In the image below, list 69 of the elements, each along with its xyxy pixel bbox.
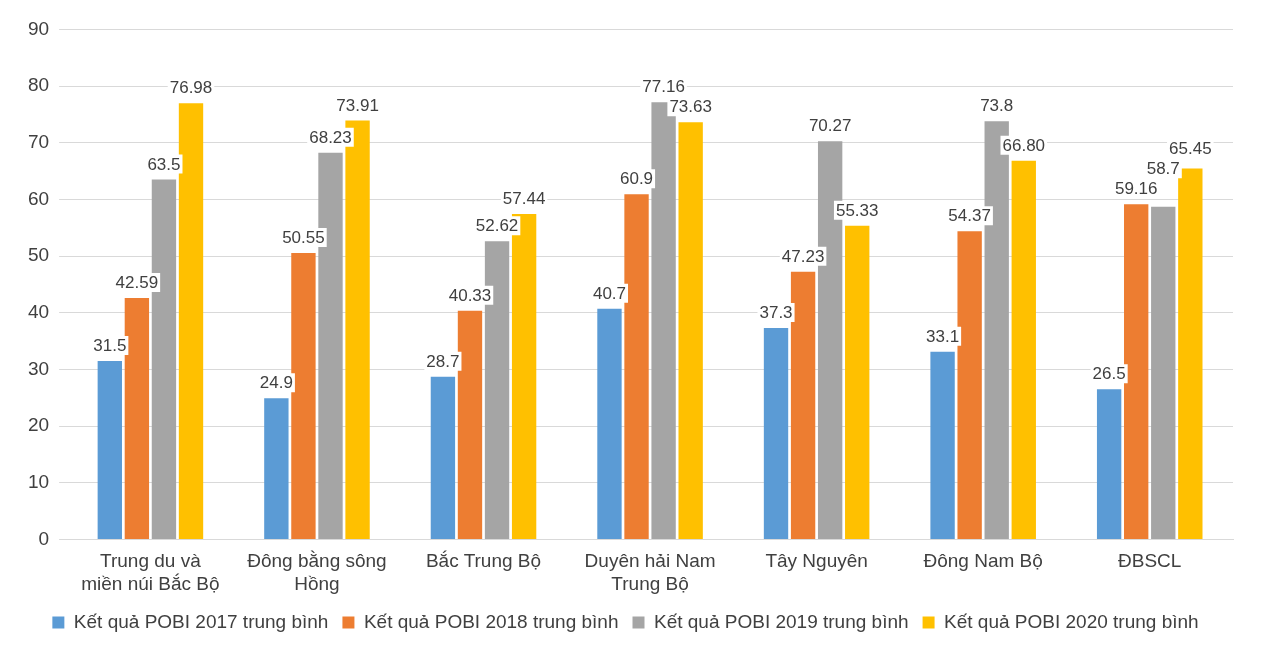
- x-tick-label: Bắc Trung Bộ: [425, 550, 542, 572]
- legend-label: Kết quả POBI 2019 trung bình: [654, 610, 909, 632]
- data-label: 58.7: [1146, 159, 1180, 179]
- data-label: 54.37: [948, 206, 991, 226]
- bar: [845, 225, 870, 539]
- y-tick-label: 30: [27, 357, 50, 379]
- bar: [1096, 389, 1122, 539]
- data-label: 31.5: [93, 336, 127, 356]
- bar: [790, 271, 816, 539]
- x-tick-label: Tây Nguyên: [765, 550, 868, 572]
- bar: [1178, 168, 1203, 539]
- data-label: 66.80: [1002, 136, 1046, 156]
- data-label: 40.7: [592, 283, 627, 303]
- x-tick-label: Trung du và miền núi Bắc Bộ: [81, 550, 220, 594]
- data-label: 70.27: [808, 116, 852, 136]
- data-label: 76.98: [169, 78, 213, 98]
- data-label: 77.16: [642, 77, 685, 97]
- data-label: 28.7: [426, 351, 460, 371]
- data-label: 52.62: [475, 216, 519, 236]
- data-label: 33.1: [926, 327, 960, 347]
- y-tick-label: 90: [27, 17, 50, 39]
- y-tick-label: 50: [27, 244, 50, 266]
- x-tick-label: Đông bằng sông Hồng: [247, 550, 387, 594]
- y-tick-label: 80: [27, 74, 50, 96]
- legend-label: Kết quả POBI 2018 trung bình: [363, 610, 619, 632]
- y-tick-label: 60: [27, 187, 50, 209]
- bar: [264, 398, 289, 539]
- bar: [1151, 206, 1176, 539]
- bar: [957, 231, 982, 539]
- data-label: 63.5: [147, 154, 181, 174]
- bar: [457, 310, 483, 539]
- data-label: 40.33: [448, 286, 492, 306]
- data-label: 68.23: [309, 127, 352, 147]
- data-label: 55.33: [835, 201, 879, 221]
- data-label: 50.55: [282, 228, 325, 248]
- data-label: 57.44: [502, 189, 546, 209]
- bar: [763, 328, 789, 539]
- data-label: 73.8: [980, 96, 1014, 116]
- legend-label: Kết quả POBI 2017 trung bình: [73, 610, 329, 632]
- x-tick-label: ĐBSCL: [1118, 550, 1182, 572]
- x-tick-label: Đông Nam Bộ: [923, 550, 1043, 572]
- bar: [624, 194, 649, 539]
- bar: [678, 122, 703, 539]
- y-tick-label: 70: [27, 130, 50, 152]
- bar: [930, 351, 955, 539]
- y-tick-label: 20: [27, 414, 50, 436]
- bar: [597, 308, 622, 539]
- bar: [430, 376, 456, 539]
- data-label: 73.63: [669, 97, 712, 117]
- data-label: 47.23: [781, 246, 825, 266]
- bar: [1011, 160, 1036, 539]
- bar: [124, 298, 150, 539]
- bar: [178, 103, 204, 539]
- data-label: 65.45: [1169, 139, 1212, 159]
- data-label: 59.16: [1114, 179, 1158, 199]
- x-tick-label: Duyên hải Nam Trung Bộ: [584, 550, 716, 594]
- bar: [1124, 204, 1149, 539]
- y-tick-label: 10: [27, 470, 50, 492]
- bar: [97, 360, 122, 539]
- data-label: 26.5: [1092, 364, 1126, 384]
- data-label: 73.91: [336, 95, 379, 115]
- data-label: 37.3: [759, 303, 793, 323]
- legend-label: Kết quả POBI 2020 trung bình: [944, 610, 1199, 632]
- data-label: 24.9: [259, 373, 293, 393]
- y-tick-label: 40: [27, 300, 50, 322]
- bar: [291, 252, 316, 539]
- data-label: 42.59: [115, 273, 159, 293]
- data-label: 60.9: [619, 169, 654, 189]
- y-tick-label: 0: [38, 527, 50, 549]
